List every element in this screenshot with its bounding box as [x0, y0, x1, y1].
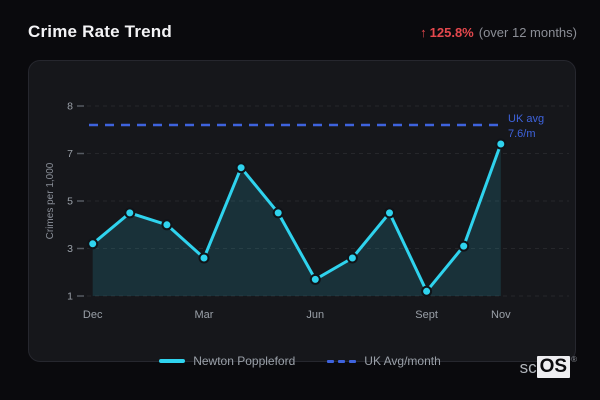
data-point	[346, 252, 358, 264]
solid-line-swatch-icon	[159, 359, 186, 363]
data-point	[198, 252, 210, 264]
legend-item-uk-avg[interactable]: UK Avg/month	[327, 354, 441, 368]
stat-value: 125.8%	[429, 25, 474, 40]
y-tick-label: 1	[67, 291, 73, 303]
x-axis-label: Sept	[415, 309, 438, 321]
data-point	[309, 273, 321, 285]
x-axis-label: Nov	[491, 309, 511, 321]
data-point	[124, 207, 136, 219]
y-tick-label: 3	[67, 243, 73, 255]
chart-panel: 8 7 5 3 1 UK avg 7.6/m Dec Mar Jun Sept Nov Crimes p…	[28, 60, 576, 362]
y-tick-label: 5	[67, 196, 73, 208]
uk-avg-label-line2: 7.6/m	[508, 128, 536, 140]
brand-name: OS	[536, 356, 571, 378]
page-title: Crime Rate Trend	[28, 22, 172, 41]
scos-logo: sc OS ®	[520, 356, 577, 378]
crime-trend-chart: 8 7 5 3 1 UK avg 7.6/m Dec Mar Jun Sept Nov Crimes p…	[45, 101, 569, 321]
y-tick-label: 7	[67, 148, 73, 160]
x-axis-label: Jun	[306, 309, 324, 321]
legend-label: UK Avg/month	[364, 354, 441, 368]
header: Crime Rate Trend ↑ 125.8% (over 12 months)	[28, 22, 577, 42]
data-point	[421, 285, 433, 297]
data-point	[384, 207, 395, 219]
trend-stat: ↑ 125.8% (over 12 months)	[420, 25, 577, 40]
stat-caption: (over 12 months)	[478, 25, 577, 40]
data-point	[272, 207, 284, 219]
y-axis-title: Crimes per 1,000	[45, 162, 56, 239]
series-area	[92, 144, 501, 296]
up-arrow-icon: ↑	[420, 25, 427, 40]
data-point	[87, 238, 99, 250]
data-point	[495, 138, 507, 150]
x-axis-label: Dec	[83, 309, 103, 321]
data-point	[161, 219, 173, 231]
data-point	[458, 240, 470, 252]
brand-prefix: sc	[519, 358, 537, 377]
registered-mark: ®	[571, 355, 577, 364]
trend-line	[91, 142, 503, 293]
legend-label: Newton Poppleford	[193, 354, 296, 368]
chart-legend: Newton Poppleford UK Avg/month	[0, 352, 600, 370]
y-tick-label: 8	[67, 101, 73, 113]
uk-avg-label-line1: UK avg	[508, 113, 544, 125]
x-axis-label: Mar	[195, 309, 214, 321]
data-point	[235, 162, 247, 174]
legend-item-newton-poppleford[interactable]: Newton Poppleford	[159, 354, 295, 368]
dashed-line-swatch-icon	[327, 359, 357, 363]
